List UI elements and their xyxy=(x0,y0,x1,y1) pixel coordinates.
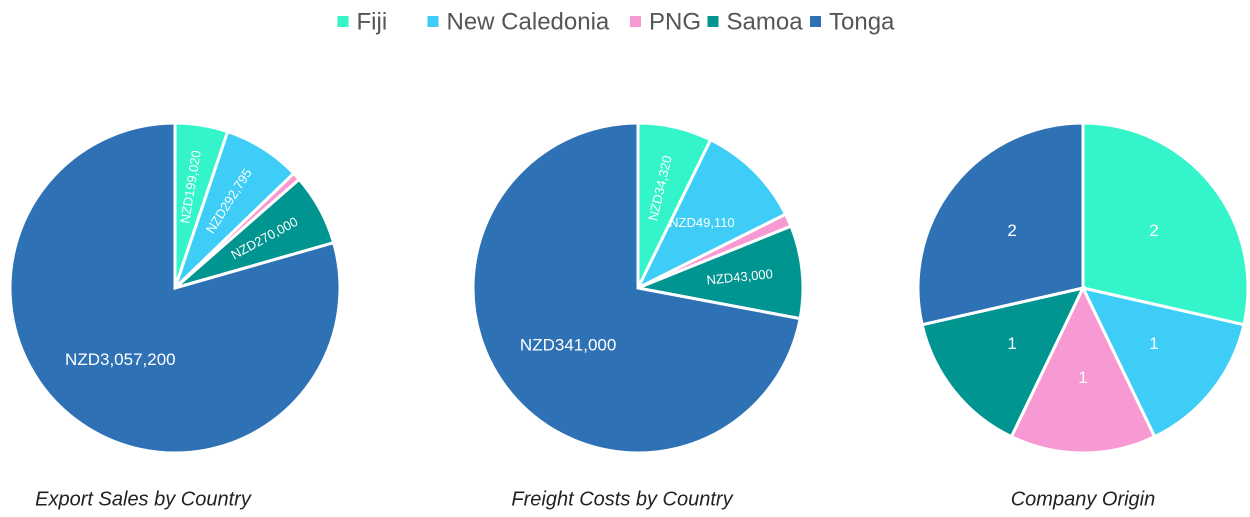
data-label: NZD341,000 xyxy=(520,335,616,354)
chart-title: Company Origin xyxy=(1011,488,1156,510)
legend-swatch xyxy=(707,16,719,27)
pie-slice xyxy=(1009,284,1157,455)
pie-slice xyxy=(8,121,342,455)
chart-title: Freight Costs by Country xyxy=(511,488,733,510)
data-label: 2 xyxy=(1149,221,1158,240)
pie-slice xyxy=(471,121,802,455)
data-label: NZD3,057,200 xyxy=(65,350,176,369)
legend-swatch xyxy=(337,16,349,27)
pie-slice xyxy=(1081,121,1250,327)
legend-swatch xyxy=(630,16,641,27)
data-label: NZD43,000 xyxy=(706,266,774,287)
pie-slice xyxy=(920,285,1086,439)
legend-label: PNG xyxy=(649,8,701,35)
pie-slice xyxy=(634,137,788,292)
data-label: 1 xyxy=(1078,368,1087,387)
legend-swatch xyxy=(427,16,439,27)
data-label: 1 xyxy=(1007,334,1016,353)
legend-label: Tonga xyxy=(829,8,895,35)
pie-slice xyxy=(916,121,1085,327)
chart-title: Export Sales by Country xyxy=(35,488,252,510)
legend-label: New Caledonia xyxy=(447,8,610,35)
legend-label: Fiji xyxy=(357,8,388,35)
data-label: 2 xyxy=(1007,221,1016,240)
data-label: NZD49,110 xyxy=(669,215,735,230)
data-label: 1 xyxy=(1149,334,1158,353)
legend-swatch xyxy=(810,16,821,27)
legend-label: Samoa xyxy=(727,8,804,35)
pie-slice xyxy=(1080,285,1246,439)
